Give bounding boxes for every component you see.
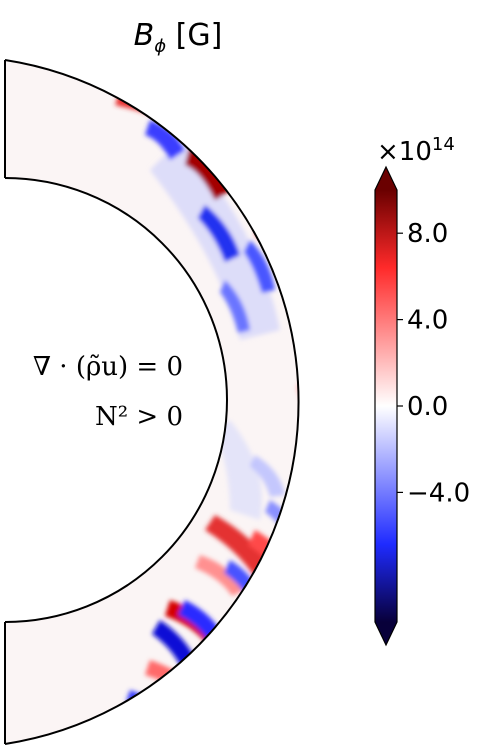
colorbar-tick-label: 8.0 — [407, 219, 448, 249]
colorbar-tick-label: 0.0 — [407, 392, 448, 422]
colorbar-tick-label: 4.0 — [407, 306, 448, 336]
colorbar-min-extend — [375, 622, 397, 645]
colorbar-multiplier: ×1014 — [377, 134, 455, 167]
equation-continuity: ∇ · (ρ̃u) = 0 — [32, 352, 183, 382]
colorbar: ×1014 8.0 4.0 0.0 −4.0 — [374, 134, 470, 647]
inner-boundary — [4, 177, 228, 623]
title-unit: [G] — [175, 18, 223, 53]
colorbar-tick-label: −4.0 — [407, 478, 470, 508]
title-symbol: B — [133, 18, 155, 53]
colorbar-outline — [374, 165, 398, 647]
outer-boundary — [4, 59, 300, 745]
colorbar-body — [375, 190, 397, 622]
figure-title: Bϕ [G] — [0, 18, 356, 57]
title-subscript: ϕ — [154, 36, 167, 57]
colorbar-ticks: 8.0 4.0 0.0 −4.0 — [397, 219, 470, 508]
colorbar-max-extend — [375, 167, 397, 190]
equation-stratification: N² > 0 — [94, 402, 183, 432]
